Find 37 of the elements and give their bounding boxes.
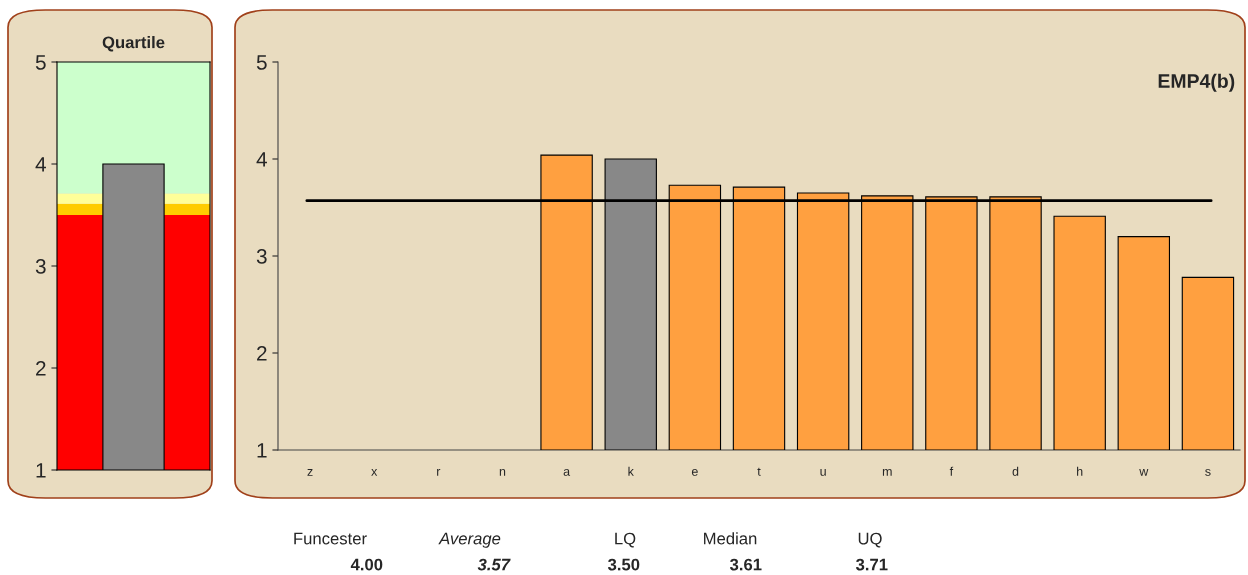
text: 3.57 [477,558,511,571]
x-tick-label: d [1012,466,1019,476]
x-tick-label: f [949,466,954,476]
text: Funcester [294,532,367,545]
text: Average [438,532,501,548]
x-tick-label: z [307,469,313,476]
y-tick-label: 4 [35,157,46,172]
text: 3.50 [607,558,640,571]
x-tick-label: r [437,469,441,476]
y-tick-label: 3 [256,249,267,264]
x-tick-label: h [1077,466,1083,476]
x-tick-label: t [757,467,761,476]
y-tick-label: 1 [257,443,267,458]
x-tick-label: u [820,469,826,476]
chart-title: Quartile [102,36,165,52]
text: LQ [615,532,636,548]
x-tick-label: a [563,469,571,476]
y-tick-label: 2 [257,346,267,361]
x-tick-label: w [1139,469,1149,476]
text: EMP4(b) [1158,73,1235,92]
y-tick-label: 5 [35,55,46,70]
text: 3.61 [729,558,762,571]
text: 4.00 [350,558,383,571]
y-tick-label: 3 [35,259,46,274]
text: 3.71 [855,558,888,571]
x-tick-label: x [371,469,378,476]
y-tick-label: 4 [256,152,267,167]
x-tick-label: s [1205,469,1211,476]
text: UQ [858,532,882,548]
y-tick-label: 5 [256,55,267,70]
text: Median [704,532,757,545]
x-tick-label: k [628,466,634,476]
x-tick-label: m [882,469,892,476]
x-tick-label: n [499,469,506,476]
y-tick-label: 1 [36,463,46,478]
y-tick-label: 2 [36,361,46,376]
x-tick-label: e [691,469,698,476]
